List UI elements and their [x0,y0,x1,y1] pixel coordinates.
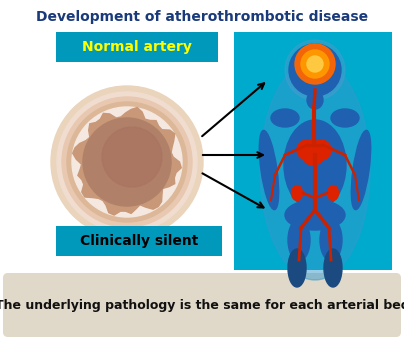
FancyBboxPatch shape [3,273,401,337]
Circle shape [295,44,335,84]
Circle shape [57,92,197,232]
Ellipse shape [351,130,371,210]
Text: The underlying pathology is the same for each arterial bed: The underlying pathology is the same for… [0,299,404,311]
Ellipse shape [328,186,339,201]
Ellipse shape [324,249,342,287]
Circle shape [51,86,203,238]
FancyBboxPatch shape [56,226,222,256]
Circle shape [297,140,317,160]
Text: Normal artery: Normal artery [82,40,192,54]
Circle shape [62,97,192,227]
Ellipse shape [260,60,370,280]
Polygon shape [73,107,181,215]
FancyBboxPatch shape [234,32,392,270]
Circle shape [72,107,182,217]
Circle shape [289,44,341,96]
Ellipse shape [284,120,346,210]
Text: Development of atherothrombotic disease: Development of atherothrombotic disease [36,10,368,24]
FancyBboxPatch shape [56,32,218,62]
Ellipse shape [285,200,345,230]
Text: Clinically silent: Clinically silent [80,234,198,248]
Ellipse shape [259,130,279,210]
Ellipse shape [307,91,323,109]
Circle shape [102,127,162,187]
Ellipse shape [288,249,306,287]
Circle shape [285,40,345,100]
Ellipse shape [271,109,299,127]
Ellipse shape [288,219,310,261]
Ellipse shape [320,219,342,261]
Ellipse shape [331,109,359,127]
Circle shape [301,50,329,78]
Circle shape [311,140,331,160]
Ellipse shape [302,145,324,165]
Circle shape [83,118,171,206]
Circle shape [67,102,187,222]
Circle shape [307,56,323,72]
Ellipse shape [292,186,303,201]
